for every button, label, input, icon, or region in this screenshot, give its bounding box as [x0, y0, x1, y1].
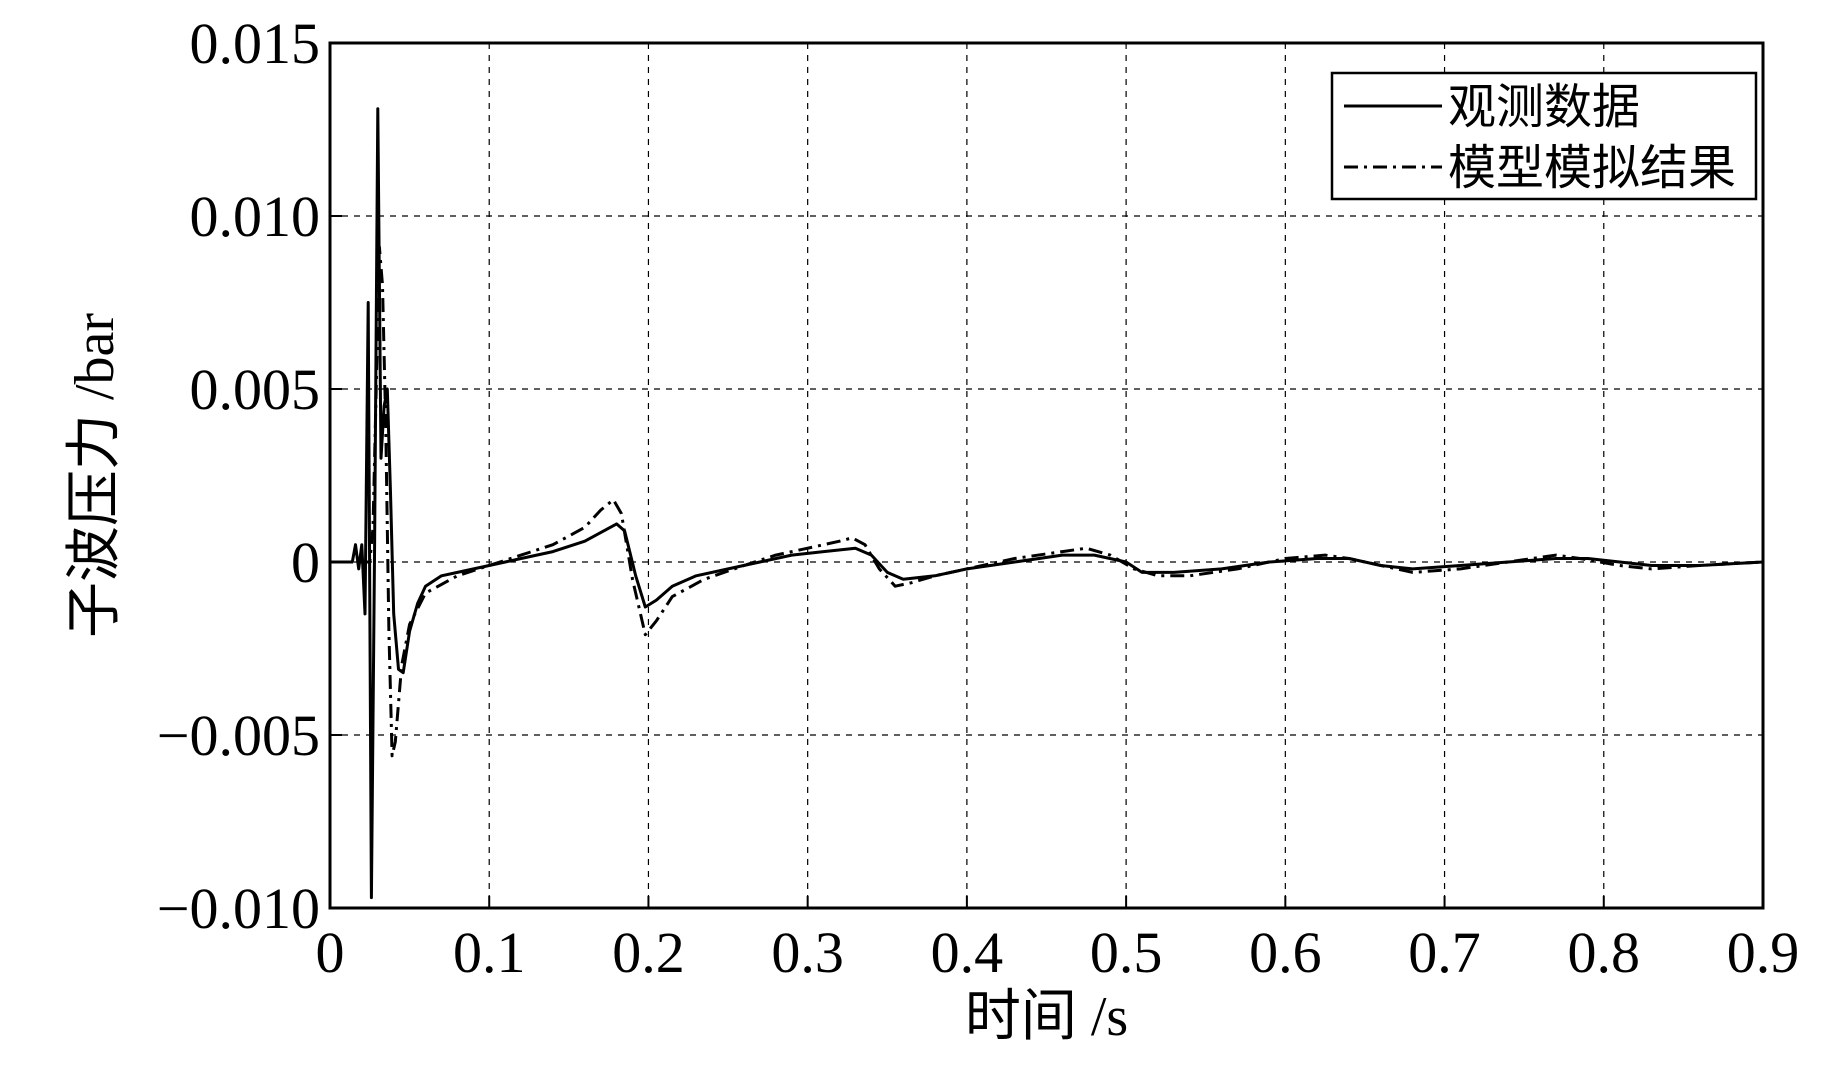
- legend-label-2: 模型模拟结果: [1448, 142, 1736, 195]
- y-tick-label: 0.005: [190, 357, 321, 422]
- x-tick-label: 0: [316, 920, 345, 985]
- series-line-2: [330, 245, 1764, 758]
- series-lines: [330, 107, 1764, 900]
- x-tick-label: 0.7: [1408, 920, 1481, 985]
- x-tick-label: 0.5: [1090, 920, 1163, 985]
- x-axis-title: 时间 /s: [965, 986, 1128, 1048]
- y-axis-title: 子波压力 /bar: [64, 313, 126, 638]
- y-tick-label: 0.015: [190, 11, 321, 76]
- y-tick-label: 0.010: [190, 184, 321, 249]
- y-tick-label: −0.010: [157, 876, 320, 941]
- series-line-1: [330, 107, 1764, 900]
- x-tick-label: 0.6: [1249, 920, 1322, 985]
- axis-ticks: 0 0.1 0.2 0.3 0.4 0.5 0.6 0.7 0.8 0.9 −0.010 −0.005…: [157, 11, 1799, 985]
- plot-area-frame: [328, 41, 1765, 910]
- legend-box: [1330, 71, 1758, 201]
- x-tick-label: 0.8: [1568, 920, 1641, 985]
- x-tick-label: 0.9: [1727, 920, 1800, 985]
- x-tick-label: 0.1: [453, 920, 526, 985]
- x-tick-label: 0.2: [612, 920, 685, 985]
- legend-label-1: 观测数据: [1448, 81, 1640, 134]
- y-tick-label: 0: [291, 530, 320, 595]
- x-tick-label: 0.4: [931, 920, 1004, 985]
- x-tick-label: 0.3: [771, 920, 844, 985]
- y-tick-label: −0.005: [157, 703, 320, 768]
